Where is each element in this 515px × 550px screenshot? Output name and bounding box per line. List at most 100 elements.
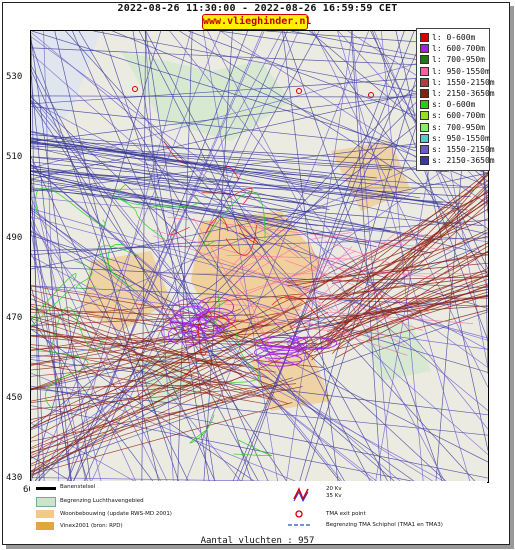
flight-track: [230, 257, 265, 274]
y-tick-label: 490: [6, 233, 23, 243]
flight-track: [286, 31, 353, 482]
flight-track: [31, 139, 481, 166]
flight-track: [31, 209, 416, 482]
flight-track: [283, 31, 443, 482]
flight-track: [31, 297, 293, 424]
flight-track: [31, 189, 483, 226]
flight-track: [395, 31, 488, 451]
flight-track: [31, 141, 398, 188]
legend-entry: s: 0-600m: [420, 100, 475, 110]
flight-track: [31, 303, 300, 351]
flight-track: [31, 355, 242, 366]
flight-track: [169, 31, 488, 430]
flight-track: [31, 170, 463, 204]
flight-track: [31, 363, 215, 402]
flight-track: [337, 31, 471, 482]
legend-swatch: [420, 145, 429, 154]
flight-track: [311, 31, 488, 275]
flight-track: [282, 31, 339, 482]
tma-exit-point: [296, 88, 302, 94]
flight-track: [321, 171, 488, 304]
site-badge[interactable]: www.vlieghinder.nl: [202, 14, 311, 30]
flight-track: [292, 336, 338, 350]
flight-track: [207, 31, 446, 482]
flight-track: [118, 183, 199, 208]
flight-track: [31, 134, 488, 192]
flight-track: [152, 229, 261, 260]
flight-track: [31, 175, 45, 482]
flight-track: [197, 312, 237, 329]
flight-track: [31, 383, 297, 410]
flight-track: [31, 106, 488, 156]
flight-track: [31, 231, 488, 476]
flight-track: [31, 73, 488, 105]
flight-track: [296, 288, 488, 329]
legend-label: l: 600-700m: [432, 44, 485, 54]
legend-swatch: [420, 133, 429, 143]
flight-track: [31, 293, 302, 319]
legend-entry: l: 1550-2150m: [420, 77, 495, 88]
flight-track: [322, 218, 488, 284]
flight-track: [31, 37, 91, 482]
flight-track: [31, 321, 286, 366]
legend-swatch: [420, 100, 429, 110]
flight-track: [31, 325, 224, 397]
flight-track: [287, 254, 488, 287]
flight-track: [31, 252, 137, 482]
tma-exit-point: [132, 86, 138, 92]
flight-track-map[interactable]: [30, 30, 489, 483]
flight-track: [31, 311, 228, 327]
flight-track: [236, 31, 415, 482]
flight-track: [320, 278, 488, 340]
flight-track: [31, 237, 488, 252]
legend-label: l: 0-600m: [432, 33, 476, 42]
flight-track: [54, 31, 160, 482]
flight-track: [327, 266, 469, 281]
x-tick-label: 60: [23, 485, 34, 495]
tma-border-icon: [288, 524, 312, 526]
flight-track: [167, 216, 452, 251]
flight-track: [31, 134, 447, 172]
flight-track: [31, 179, 102, 482]
flight-track: [257, 353, 303, 367]
flight-track: [161, 321, 199, 343]
flight-track: [31, 325, 263, 398]
flight-track: [179, 31, 488, 229]
flight-track: [99, 245, 140, 293]
flight-track: [31, 165, 441, 241]
flight-track: [31, 156, 471, 188]
legend-entry: l: 0-600m: [420, 33, 475, 43]
flight-track: [31, 95, 488, 98]
flight-track: [240, 31, 405, 482]
flight-track: [303, 189, 488, 345]
altitude-legend: l: 0-600m l: 600-700m l: 700-950m l: 950-15…: [416, 28, 495, 171]
legend-swatch: [420, 111, 429, 121]
legend-label: l: 2150-3650m: [432, 89, 495, 98]
flight-track: [318, 270, 488, 301]
legend-entry: l: 600-700m: [420, 44, 485, 54]
flight-track: [289, 276, 488, 301]
legend-swatch: [420, 66, 429, 76]
flight-track: [223, 166, 240, 180]
flight-track: [187, 317, 225, 339]
flight-track: [236, 272, 282, 372]
flight-track: [285, 259, 431, 314]
legend-entry: l: 950-1550m: [420, 66, 490, 77]
flight-track: [31, 385, 488, 479]
flight-track: [31, 31, 162, 482]
flight-track: [31, 321, 214, 351]
legend-label: s: 0-600m: [432, 100, 476, 110]
date-range-title: 2022-08-26 11:30:00 - 2022-08-26 16:59:5…: [117, 3, 398, 14]
flight-track: [31, 138, 488, 460]
flight-track: [31, 166, 306, 201]
legend-swatch: [420, 44, 429, 54]
flight-track: [31, 378, 223, 420]
flight-track: [111, 195, 166, 240]
y-tick-label: 510: [6, 152, 23, 162]
flight-track: [31, 318, 289, 405]
runway-swatch: [36, 487, 56, 490]
flight-track: [331, 173, 488, 354]
flight-track: [227, 187, 253, 205]
flight-track: [31, 318, 267, 439]
flight-track: [31, 156, 189, 482]
